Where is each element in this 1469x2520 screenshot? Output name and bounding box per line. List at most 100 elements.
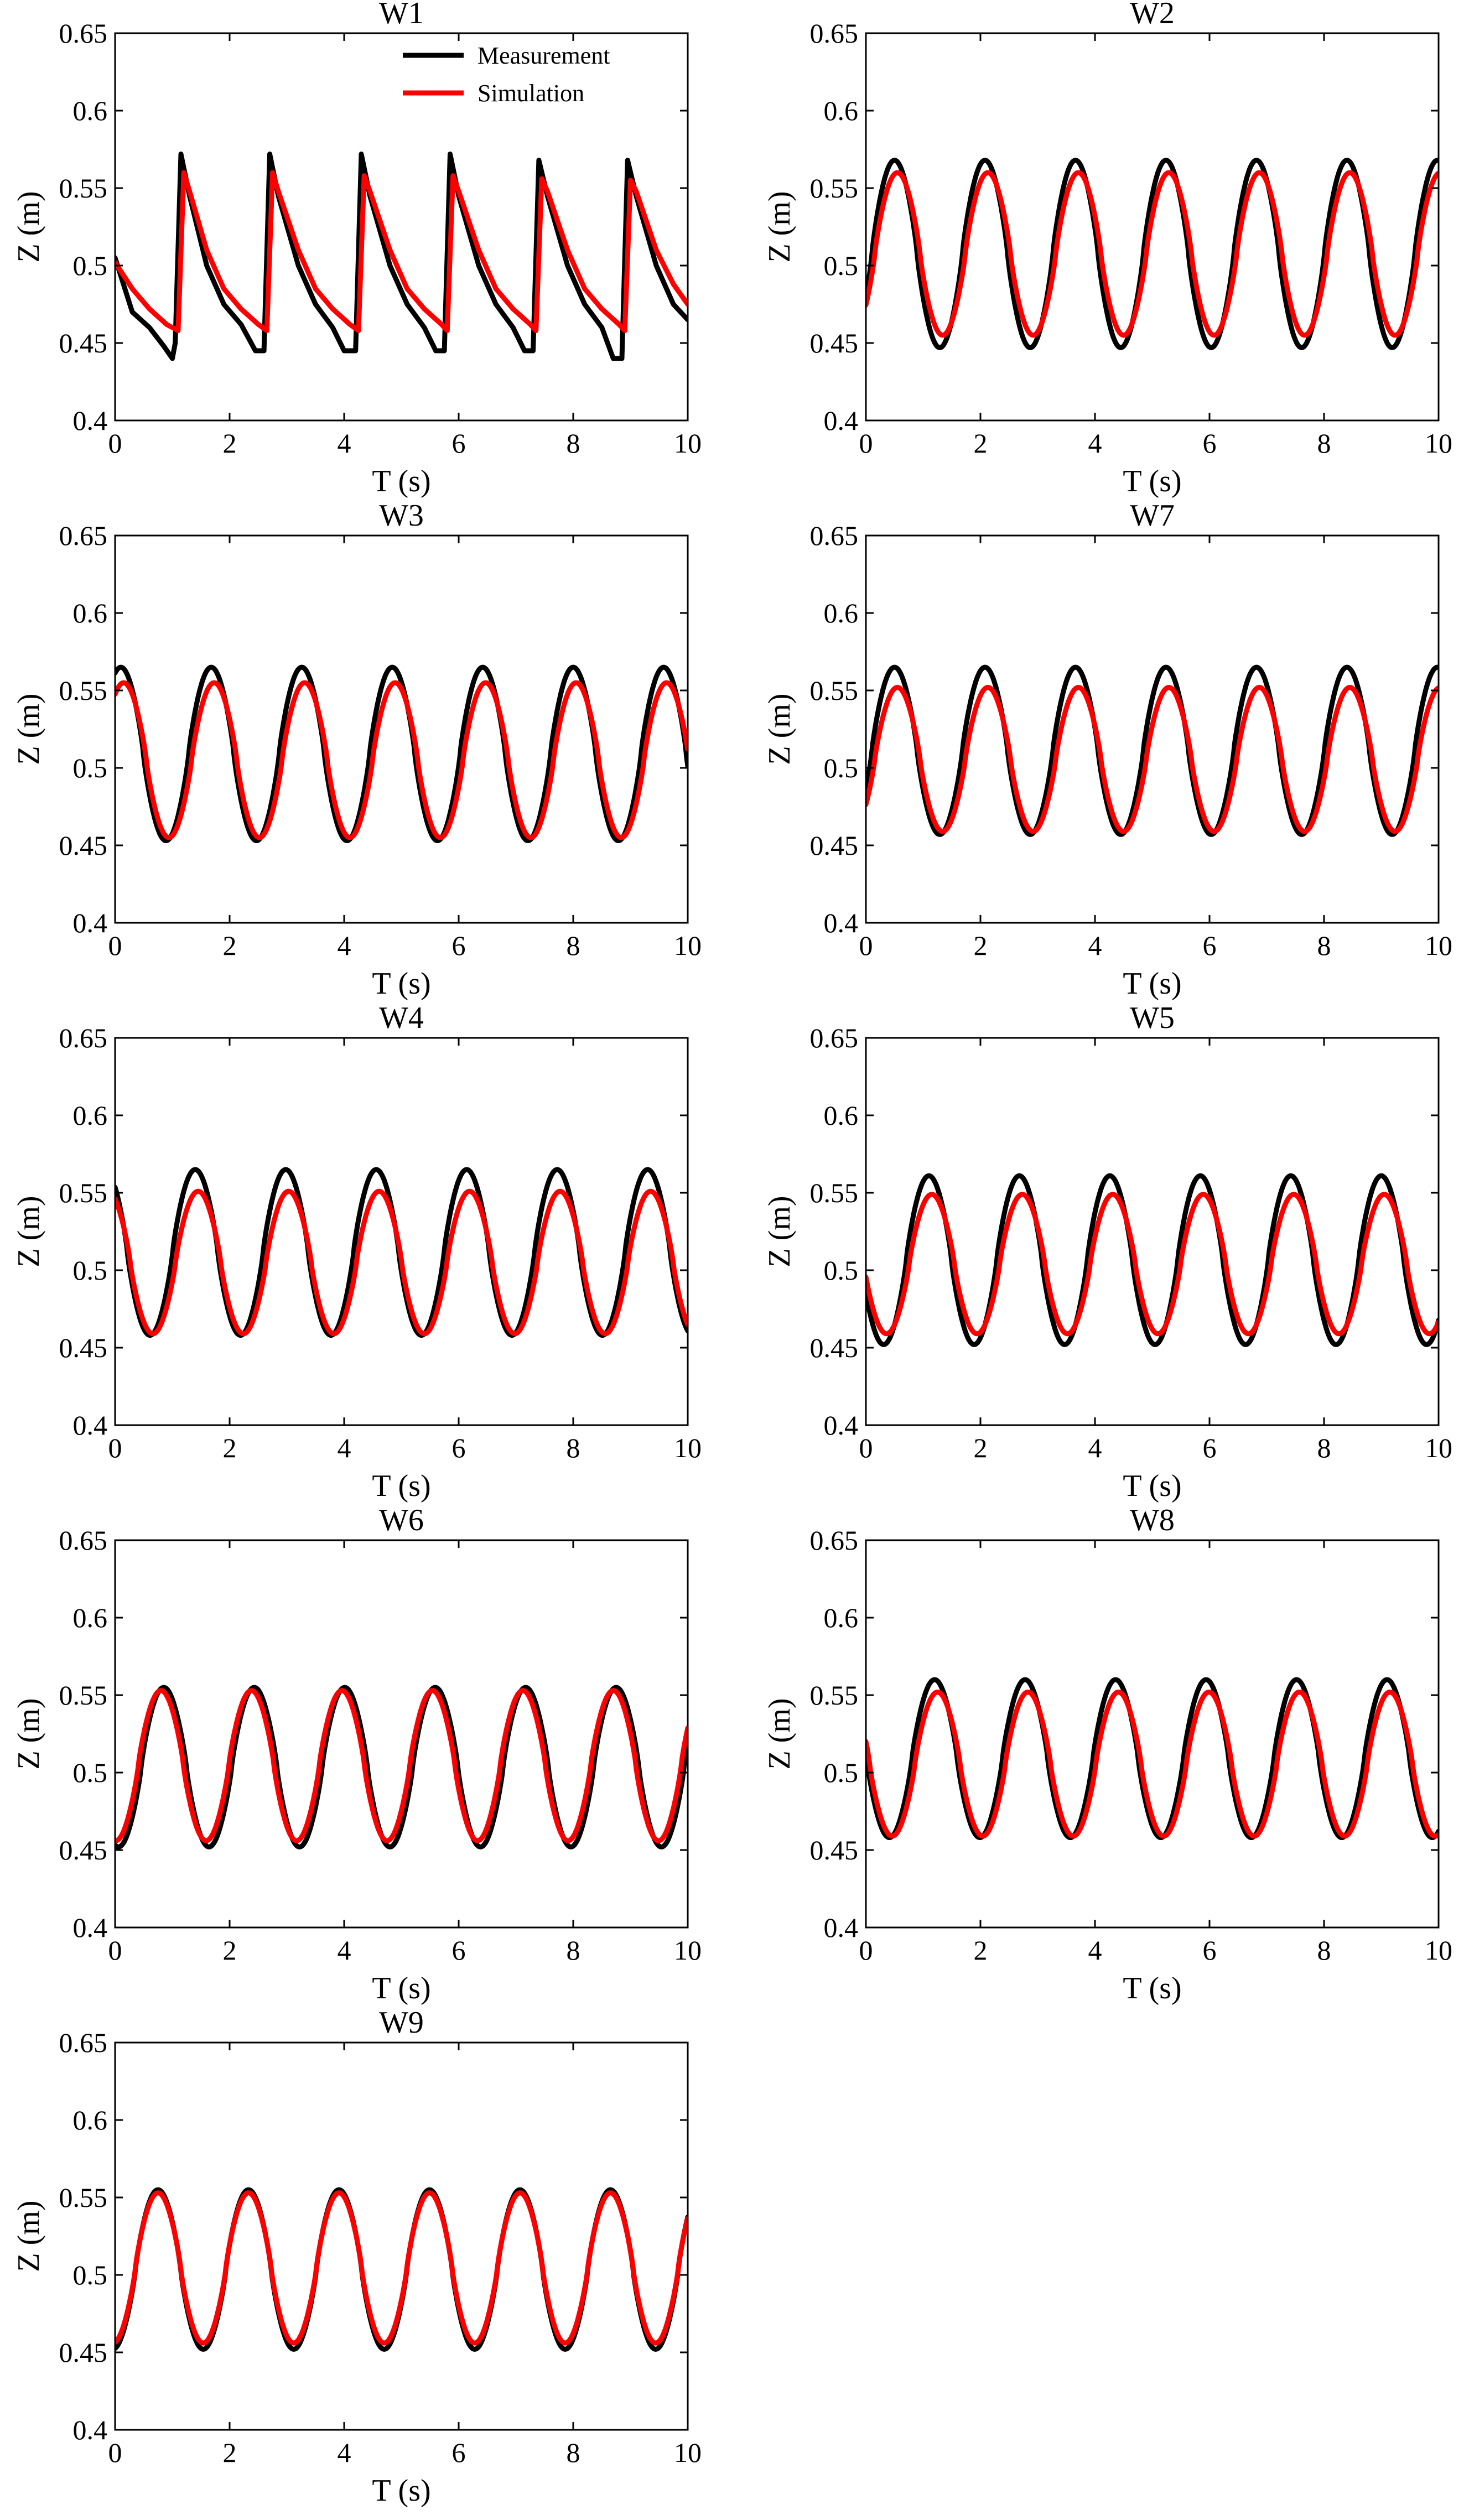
x-tick-label: 6	[452, 1432, 466, 1463]
y-tick-label: 0.5	[73, 1757, 108, 1788]
y-tick-label: 0.5	[73, 2259, 108, 2290]
y-tick-label: 0.5	[824, 752, 859, 783]
series-line-simulation	[115, 680, 688, 840]
y-axis-label: Z (m)	[12, 1698, 46, 1769]
y-tick-label: 0.5	[824, 250, 859, 281]
plot-frame	[865, 534, 1440, 924]
x-tick-label: 2	[974, 930, 988, 961]
x-tick-label: 4	[1088, 1432, 1102, 1463]
x-axis-label: T (s)	[372, 1469, 430, 1503]
series-line-simulation	[115, 2190, 688, 2346]
x-tick-label: 10	[674, 428, 702, 459]
chart-title: W5	[1130, 1001, 1175, 1035]
y-tick-label: 0.6	[73, 95, 108, 126]
y-tick-label: 0.6	[824, 597, 859, 628]
y-axis-label: Z (m)	[12, 2200, 46, 2272]
x-tick-label: 0	[108, 428, 122, 459]
x-tick-label: 4	[1088, 930, 1102, 961]
y-tick-label: 0.55	[810, 173, 859, 204]
y-tick-label: 0.65	[810, 18, 859, 49]
series-line-simulation	[866, 1192, 1439, 1337]
chart-panel-w2: W2 0 2 4 6 8 10 0.4 0.45 0.5 0.55 0.6 0.65 T (s) Z (m)	[762, 0, 1452, 498]
chart-title: W4	[379, 1001, 424, 1035]
chart-title: W6	[379, 1503, 424, 1537]
x-tick-label: 6	[452, 1935, 466, 1966]
y-tick-label: 0.55	[59, 173, 108, 204]
y-axis-label: Z (m)	[12, 693, 46, 765]
y-tick-label: 0.4	[73, 907, 108, 938]
y-tick-label: 0.4	[73, 1912, 108, 1943]
chart-panel-w7: W7 0 2 4 6 8 10 0.4 0.45 0.5 0.55 0.6 0.65 T (s) Z (m)	[762, 498, 1452, 1001]
x-tick-label: 6	[452, 428, 466, 459]
y-tick-label: 0.6	[73, 597, 108, 628]
y-tick-label: 0.5	[73, 752, 108, 783]
x-tick-label: 4	[338, 428, 351, 459]
x-tick-label: 0	[859, 930, 873, 961]
y-tick-label: 0.6	[824, 1602, 859, 1633]
y-tick-label: 0.55	[59, 1177, 108, 1208]
series-line-measurement	[115, 1685, 688, 1849]
y-tick-label: 0.65	[810, 1022, 859, 1053]
x-tick-label: 6	[1203, 1935, 1217, 1966]
x-tick-label: 0	[108, 2437, 122, 2468]
y-tick-label: 0.6	[73, 2105, 108, 2135]
series-line-measurement	[866, 158, 1439, 350]
y-tick-label: 0.65	[59, 18, 108, 49]
plot-frame	[114, 1539, 689, 1929]
x-tick-label: 6	[1203, 428, 1217, 459]
x-tick-label: 0	[859, 1935, 873, 1966]
y-axis-label: Z (m)	[12, 191, 46, 262]
x-tick-label: 6	[1203, 1432, 1217, 1463]
x-tick-label: 2	[974, 428, 988, 459]
series-line-simulation	[866, 1690, 1439, 1839]
y-tick-label: 0.55	[59, 2182, 108, 2213]
chart-panel-w8: W8 0 2 4 6 8 10 0.4 0.45 0.5 0.55 0.6 0.65 T (s) Z (m)	[762, 1503, 1452, 2005]
y-tick-label: 0.4	[824, 405, 859, 436]
y-tick-label: 0.4	[73, 405, 108, 436]
y-tick-label: 0.45	[810, 1332, 859, 1363]
y-axis-label: Z (m)	[762, 1698, 797, 1769]
series-line-measurement	[866, 664, 1439, 837]
y-tick-label: 0.5	[73, 250, 108, 281]
x-tick-label: 8	[1317, 1432, 1331, 1463]
chart-panel-w6: W6 0 2 4 6 8 10 0.4 0.45 0.5 0.55 0.6 0.65 T (s) Z (m)	[12, 1503, 702, 2005]
y-tick-label: 0.4	[824, 1912, 859, 1943]
x-tick-label: 8	[567, 428, 580, 459]
x-tick-label: 0	[108, 1935, 122, 1966]
y-tick-label: 0.45	[59, 830, 108, 861]
x-axis-label: T (s)	[1123, 464, 1181, 498]
y-tick-label: 0.65	[810, 520, 859, 551]
series-line-simulation	[866, 170, 1439, 338]
x-tick-label: 8	[567, 2437, 580, 2468]
x-tick-label: 2	[974, 1935, 988, 1966]
y-axis-label: Z (m)	[762, 693, 797, 765]
x-axis-label: T (s)	[372, 967, 430, 1001]
x-tick-label: 8	[567, 930, 580, 961]
chart-title: W8	[1130, 1503, 1175, 1537]
y-tick-label: 0.6	[73, 1602, 108, 1633]
y-tick-label: 0.45	[59, 2337, 108, 2368]
x-tick-label: 0	[859, 1432, 873, 1463]
series-line-simulation	[866, 685, 1439, 834]
x-tick-label: 10	[674, 1432, 702, 1463]
chart-title: W7	[1130, 498, 1175, 533]
plot-frame	[114, 1037, 689, 1426]
y-tick-label: 0.55	[59, 675, 108, 706]
y-axis-label: Z (m)	[762, 1196, 797, 1267]
y-tick-label: 0.55	[810, 1177, 859, 1208]
x-tick-label: 4	[338, 2437, 351, 2468]
x-tick-label: 6	[452, 2437, 466, 2468]
y-tick-label: 0.4	[824, 907, 859, 938]
y-tick-label: 0.45	[59, 1835, 108, 1866]
plot-frame	[865, 32, 1440, 422]
chart-title: W1	[379, 0, 424, 30]
x-tick-label: 8	[1317, 930, 1331, 961]
x-tick-label: 4	[1088, 1935, 1102, 1966]
y-tick-label: 0.65	[59, 1022, 108, 1053]
chart-panel-w4: W4 0 2 4 6 8 10 0.4 0.45 0.5 0.55 0.6 0.65 T (s) Z (m)	[12, 1001, 702, 1503]
y-tick-label: 0.55	[810, 1680, 859, 1711]
x-tick-label: 2	[223, 428, 237, 459]
plot-frame	[865, 1539, 1440, 1929]
y-tick-label: 0.4	[73, 1410, 108, 1441]
